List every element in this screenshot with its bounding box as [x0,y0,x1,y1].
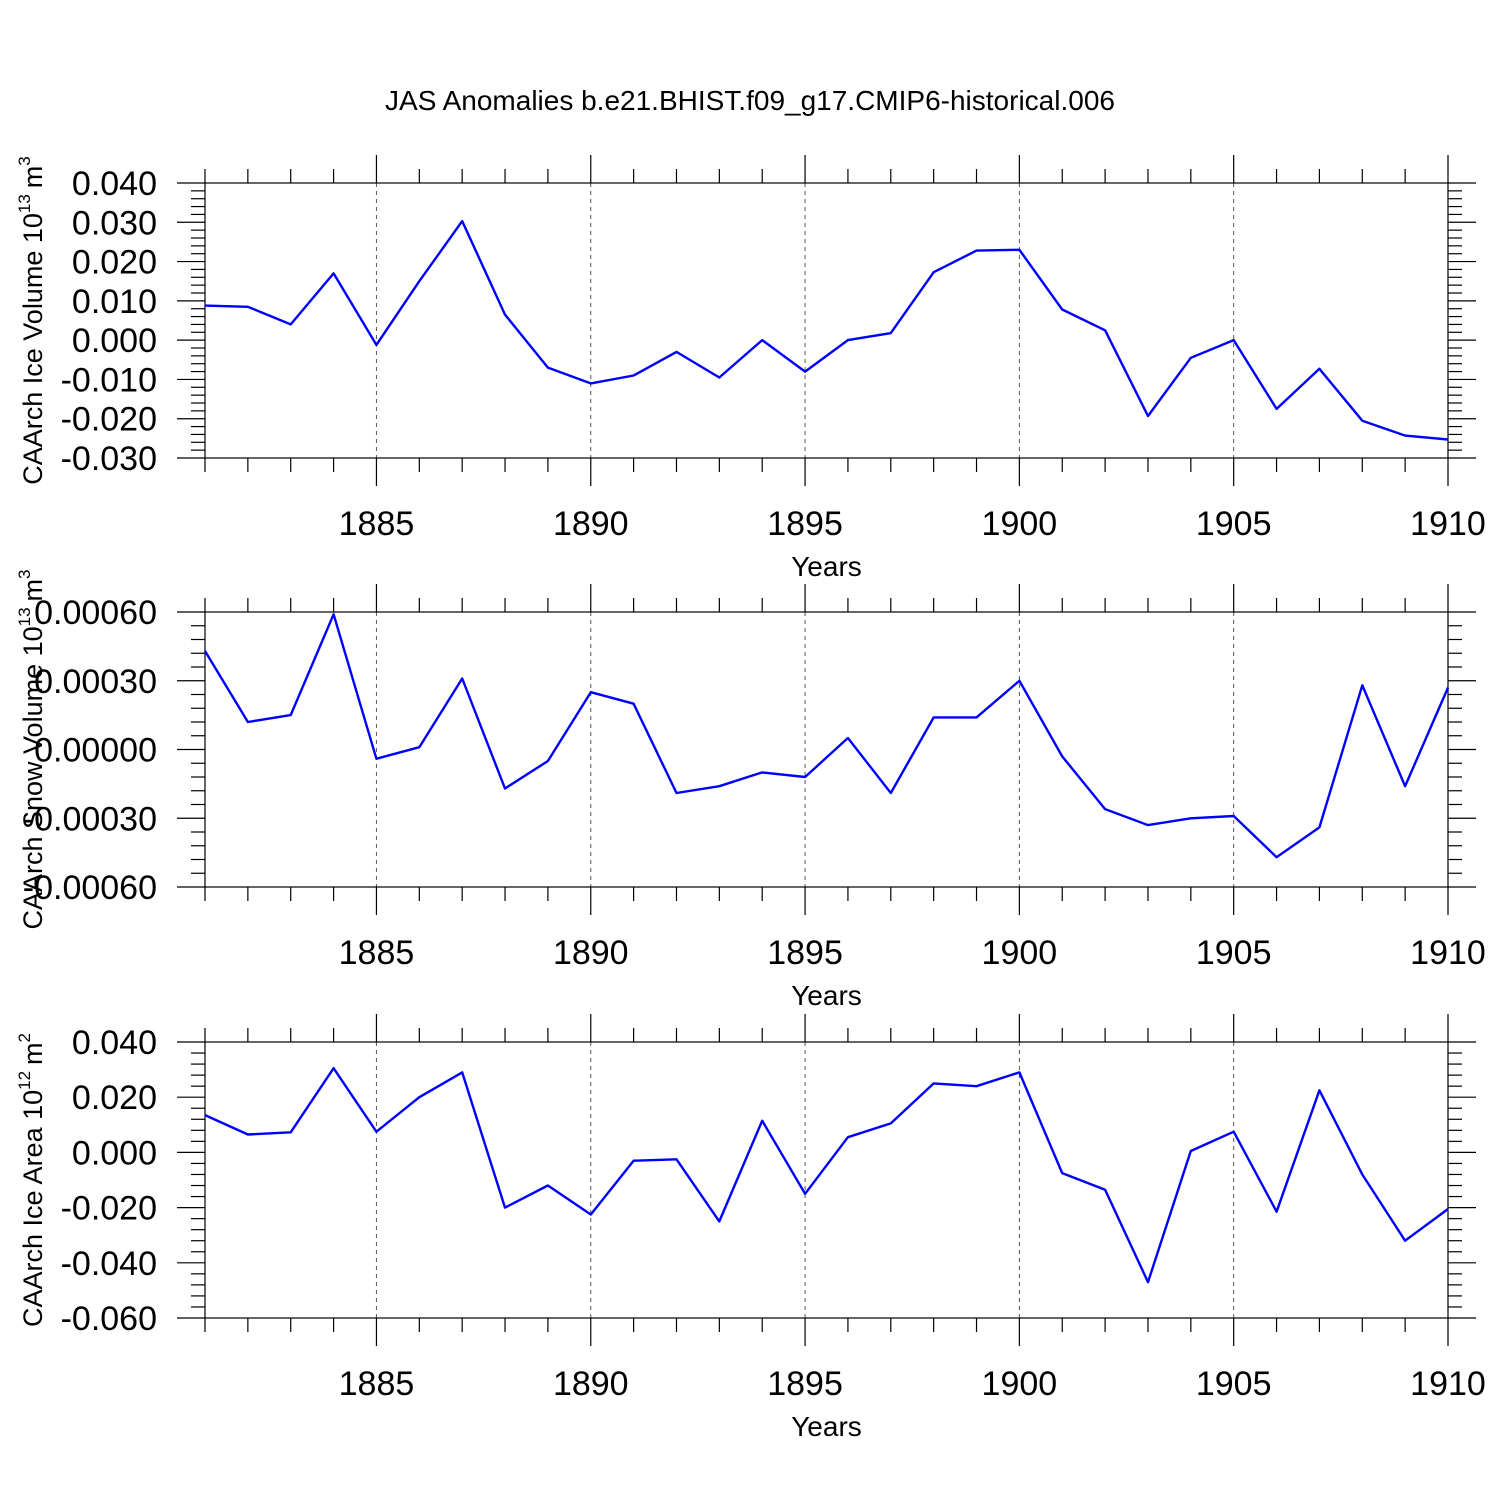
y-tick-label: 0.020 [72,244,157,282]
series-line-ice-volume [204,219,1449,441]
x-tick-label: 1890 [553,1365,629,1403]
y-axis-label-unit: m [18,1042,48,1065]
series-line-snow-volume [203,613,1450,859]
y-tick-label: -0.010 [61,361,157,399]
y-axis-label-exp: 12 [15,1071,34,1090]
y-axis-label-text: CAArch Snow Volume 10 [18,626,48,929]
y-axis-label-text: CAArch Ice Volume 10 [18,213,48,485]
y-tick-label: -0.030 [61,440,157,478]
panel-ice-area: 1885 1890 1895 1900 1905 1910 Years -0.060 -0.04… [15,1014,1486,1442]
series-line-ice-area [204,1066,1449,1284]
y-tick-label: 0.040 [72,165,157,203]
y-axis-label-unit-exp: 3 [15,569,34,578]
panel-snow-volume: 1885 1890 1895 1900 1905 1910 Years -0.00060 -0.… [15,569,1486,1011]
y-tick-label: 0.000 [72,322,157,360]
x-tick-label: 1900 [982,505,1058,543]
y-tick-label: -0.020 [61,401,157,439]
y-axis-label-unit-exp: 2 [15,1033,34,1042]
y-axis-label-exp: 13 [15,194,34,213]
y-tick-label: -0.040 [61,1245,157,1283]
x-tick-label: 1885 [339,505,415,543]
y-axis-label: CAArch Ice Area 1012 m2 [15,1033,48,1327]
x-axis-label: Years [791,980,862,1011]
x-tick-label: 1905 [1196,1365,1272,1403]
y-tick-label: 0.00030 [34,663,157,701]
y-axis-label-exp: 13 [15,607,34,626]
x-tick-label: 1900 [982,934,1058,972]
x-tick-label: 1910 [1410,1365,1486,1403]
x-tick-label: 1890 [553,934,629,972]
x-tick-label: 1905 [1196,505,1272,543]
x-tick-label: 1895 [767,934,843,972]
y-axis-label: CAArch Ice Volume 1013 m3 [15,156,48,485]
panel-ice-volume: 1885 1890 1895 1900 1905 1910 Years -0.030-0.02… [15,155,1486,582]
y-axis-label-text: CAArch Ice Area 10 [18,1090,48,1327]
x-tick-label: 1905 [1196,934,1272,972]
y-tick-label: -0.00030 [23,800,157,838]
chart-title: JAS Anomalies b.e21.BHIST.f09_g17.CMIP6-… [385,85,1115,116]
y-tick-label: 0.00000 [34,732,157,770]
y-tick-label: -0.020 [61,1190,157,1228]
x-tick-label: 1895 [767,1365,843,1403]
x-tick-label: 1895 [767,505,843,543]
x-tick-label: 1885 [339,1365,415,1403]
x-tick-label: 1910 [1410,934,1486,972]
y-axis-label-unit-exp: 3 [15,156,34,165]
y-tick-label: 0.020 [72,1079,157,1117]
y-tick-label: -0.00060 [23,869,157,907]
y-axis-label-unit: m [18,579,48,602]
x-axis-label: Years [791,551,862,582]
y-tick-label: 0.000 [72,1134,157,1172]
y-tick-label: 0.040 [72,1024,157,1062]
x-tick-label: 1890 [553,505,629,543]
y-tick-label: 0.010 [72,283,157,321]
chart-panels: 1885 1890 1895 1900 1905 1910Years-0.030-0.02… [15,155,1486,1442]
y-axis-label-unit: m [18,166,48,189]
x-tick-label: 1885 [339,934,415,972]
y-axis-label: CAArch Snow Volume 1013 m3 [15,569,48,929]
plot-frame [204,1041,1449,1319]
plot-frame [204,182,1449,459]
x-tick-label: 1900 [982,1365,1058,1403]
x-axis-label: Years [791,1411,862,1442]
y-tick-label: 0.030 [72,204,157,242]
y-tick-label: 0.00060 [34,594,157,632]
plot-frame [204,611,1449,888]
x-tick-label: 1910 [1410,505,1486,543]
y-tick-label: -0.060 [61,1300,157,1338]
